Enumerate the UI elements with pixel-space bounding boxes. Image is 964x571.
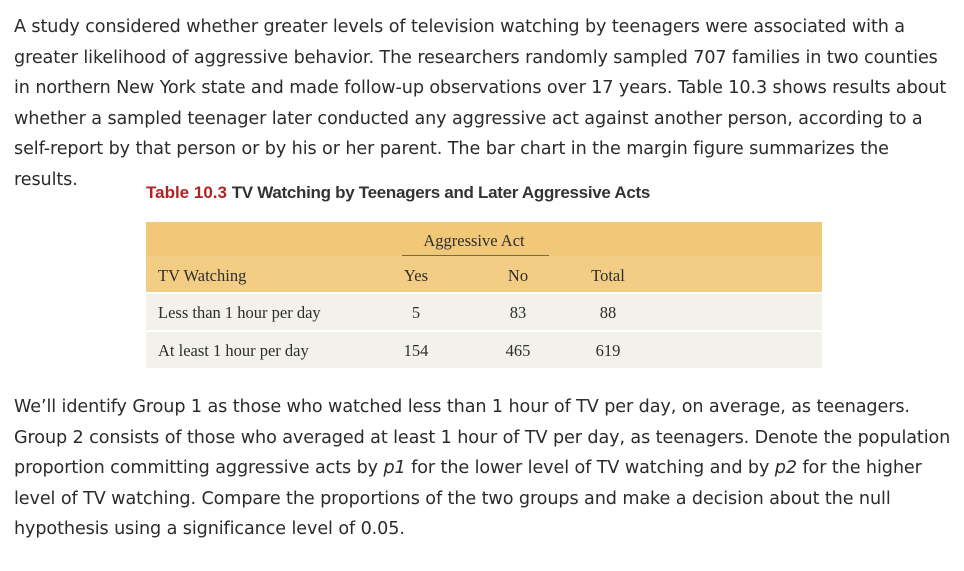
table-title: TV Watching by Teenagers and Later Aggre…: [231, 183, 651, 202]
table-row: At least 1 hour per day 154 465 619: [146, 332, 822, 368]
table-label: Table 10.3: [146, 183, 227, 202]
question-text-2: for the lower level of TV watching and b…: [405, 458, 775, 479]
header-no: No: [507, 266, 529, 285]
intro-paragraph: A study considered whether greater level…: [14, 17, 947, 190]
cell-total: 619: [595, 341, 621, 360]
table-row: Less than 1 hour per day 5 83 88: [146, 294, 822, 330]
row-label: Less than 1 hour per day: [158, 303, 321, 322]
header-tv-watching: TV Watching: [158, 266, 247, 285]
table-header: Aggressive Act TV Watching Yes No Total: [146, 222, 822, 292]
header-total: Total: [591, 266, 625, 285]
group-header: Aggressive Act: [423, 231, 525, 250]
cell-no: 465: [505, 341, 531, 360]
cell-no: 83: [509, 303, 527, 322]
table-caption: Table 10.3 TV Watching by Teenagers and …: [146, 183, 650, 203]
data-table: Aggressive Act TV Watching Yes No Total …: [146, 222, 822, 368]
header-yes: Yes: [403, 266, 428, 285]
group-header-rule: [402, 255, 549, 256]
symbol-p1: p1: [383, 458, 406, 479]
question-text-1: We’ll identify Group 1 as those who watc…: [14, 397, 951, 479]
cell-yes: 5: [411, 303, 421, 322]
symbol-p2: p2: [774, 458, 797, 479]
cell-total: 88: [599, 303, 617, 322]
cell-yes: 154: [403, 341, 429, 360]
row-label: At least 1 hour per day: [158, 341, 309, 360]
question-text-3: for the higher level of TV watching. Com…: [14, 458, 922, 540]
question-paragraph: We’ll identify Group 1 as those who watc…: [14, 392, 954, 545]
